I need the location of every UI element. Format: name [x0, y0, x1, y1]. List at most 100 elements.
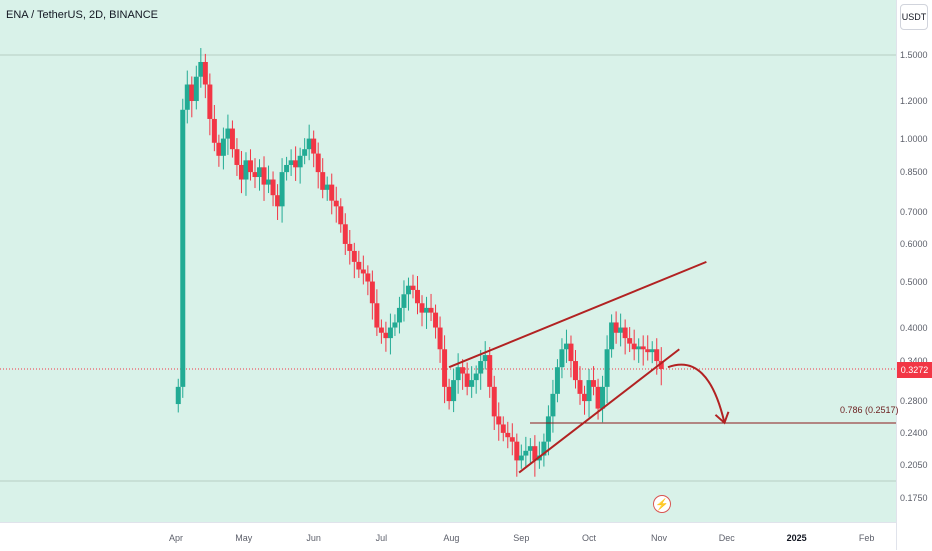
candle-body	[415, 289, 420, 304]
upper-channel-line	[448, 260, 707, 369]
lower-channel-line	[518, 348, 680, 474]
candle-body	[577, 380, 583, 394]
candle-body	[220, 138, 226, 156]
candle-body	[636, 346, 642, 350]
candle-body	[500, 424, 506, 433]
price-axis[interactable]	[896, 0, 932, 550]
candle-body	[297, 155, 303, 168]
candle-body	[627, 338, 633, 344]
time-tick-label: Nov	[650, 533, 668, 543]
candle-body	[568, 343, 574, 362]
time-tick-label: Aug	[443, 533, 460, 543]
projection-arrow-head	[714, 411, 730, 425]
candle-body	[446, 386, 452, 402]
candle-body	[469, 380, 475, 387]
candle-body	[600, 386, 606, 409]
candle-body	[207, 84, 213, 119]
candle-body	[482, 355, 488, 362]
candle-body	[622, 327, 628, 339]
symbol-title[interactable]: ENA / TetherUS, 2D, BINANCE	[6, 9, 159, 21]
candle-body	[572, 361, 578, 381]
candle-body	[288, 160, 294, 165]
candle-body	[451, 380, 457, 402]
price-tick-label: 0.5000	[900, 276, 928, 287]
time-tick-label: May	[235, 533, 253, 543]
candle-body	[383, 332, 389, 339]
price-tick-label: 1.0000	[900, 133, 928, 144]
candle-body	[455, 367, 461, 381]
price-tick-label: 0.4000	[900, 322, 928, 333]
price-tick-label: 1.5000	[900, 50, 928, 60]
candle-body	[360, 269, 366, 274]
candle-body	[243, 160, 249, 180]
candle-body	[302, 149, 308, 156]
candle-body	[311, 138, 317, 154]
candle-body	[563, 343, 569, 350]
candle-body	[604, 349, 610, 387]
candle-body	[658, 361, 664, 369]
candle-body	[514, 441, 520, 461]
time-tick-label: Dec	[718, 533, 735, 543]
candle-body	[180, 109, 186, 387]
candle-body	[487, 355, 493, 387]
candle-body	[464, 373, 470, 387]
candle-body	[419, 303, 425, 313]
candle-body	[333, 200, 339, 207]
candle-body	[595, 386, 601, 409]
price-chart[interactable]	[0, 0, 896, 522]
time-tick-label: Jul	[375, 533, 388, 543]
candle-body	[378, 327, 384, 333]
candle-body	[175, 386, 181, 405]
candle-body	[428, 307, 434, 313]
candle-body	[229, 128, 235, 150]
candle-body	[460, 367, 466, 374]
candle-body	[329, 184, 335, 201]
time-axis[interactable]: Apr May Jun Jul Aug Sep Oct Nov Dec 2025 Feb	[0, 522, 896, 551]
candle-body	[609, 322, 615, 350]
candle-body	[261, 167, 267, 185]
candle-body	[613, 322, 619, 333]
time-tick-label: Jun	[306, 533, 321, 543]
time-tick-label: Apr	[168, 533, 184, 543]
time-tick-label: 2025	[786, 533, 807, 543]
candle-body	[387, 327, 393, 339]
candle-body	[396, 307, 402, 323]
chart-area[interactable]	[0, 0, 896, 522]
candle-body	[442, 349, 448, 387]
candle-body	[437, 327, 443, 350]
candle-body	[505, 432, 511, 438]
candle-body	[238, 164, 244, 180]
candle-body	[591, 380, 597, 387]
candle-body	[279, 172, 285, 207]
projection-arrow	[667, 363, 726, 424]
price-tick-label: 1.2000	[900, 96, 928, 106]
candle-body	[545, 416, 551, 442]
candle-body	[491, 386, 497, 417]
candle-body	[550, 393, 556, 417]
candle-body	[284, 164, 290, 173]
candle-body	[654, 349, 660, 362]
candle-body	[275, 195, 281, 207]
time-tick-label: Oct	[582, 533, 597, 543]
candle-body	[347, 243, 353, 251]
candle-body	[640, 346, 646, 350]
lightning-bolt-icon[interactable]: ⚡	[653, 495, 671, 513]
candle-body	[618, 327, 624, 333]
candle-body	[532, 446, 538, 461]
candle-body	[541, 441, 547, 456]
candle-body	[252, 172, 258, 178]
candle-body	[266, 179, 272, 185]
candle-body	[392, 322, 398, 328]
currency-button[interactable]: USDT	[900, 4, 928, 30]
candle-body	[356, 261, 362, 270]
candle-body	[424, 307, 430, 313]
candle-body	[410, 285, 416, 290]
current-price-tag: 0.3272	[897, 362, 932, 378]
candle-body	[518, 455, 524, 461]
fib-level-label: 0.786 (0.2517)	[840, 405, 899, 415]
price-tick-label: 0.2050	[900, 460, 928, 471]
time-tick-label: Sep	[513, 533, 530, 543]
candle-body	[338, 206, 344, 225]
price-tick-label: 0.1750	[900, 493, 928, 503]
candle-body	[324, 184, 330, 190]
